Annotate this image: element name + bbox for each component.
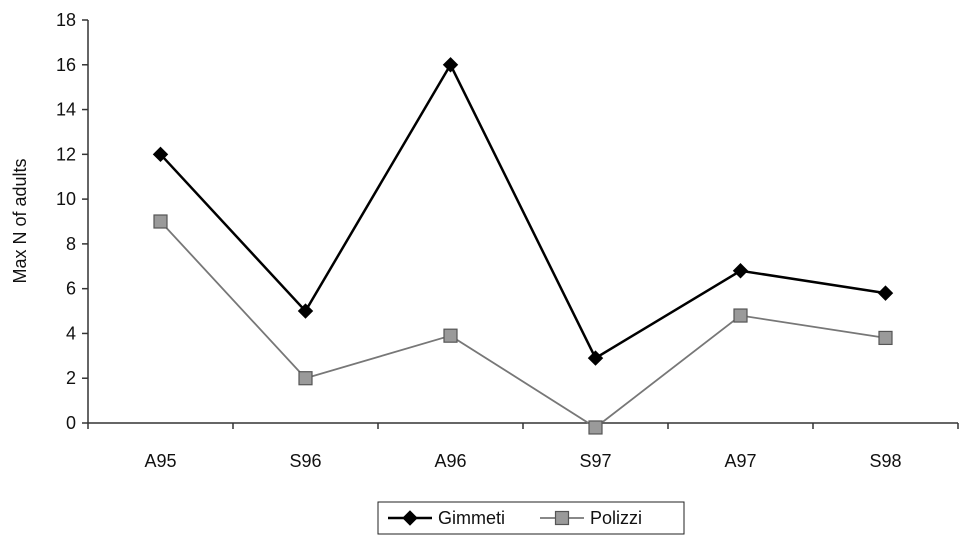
data-point-gimmeti xyxy=(732,263,749,279)
y-tick-label: 16 xyxy=(56,55,76,75)
series-polizzi xyxy=(153,214,893,435)
x-tick-label: A95 xyxy=(144,451,176,471)
data-point-gimmeti xyxy=(297,303,314,319)
legend-label-polizzi: Polizzi xyxy=(590,508,642,528)
series-layer xyxy=(152,57,894,435)
y-tick-label: 0 xyxy=(66,413,76,433)
data-point-polizzi xyxy=(153,214,168,229)
x-ticks: A95 S96 A96 S97 A97 S98 xyxy=(87,423,959,471)
data-point-polizzi xyxy=(443,328,458,343)
y-tick-label: 10 xyxy=(56,189,76,209)
data-point-polizzi xyxy=(878,330,893,346)
y-axis-title: Max N of adults xyxy=(10,158,30,283)
data-point-polizzi xyxy=(733,308,748,323)
data-point-gimmeti xyxy=(442,57,459,73)
x-tick-label: S97 xyxy=(579,451,611,471)
data-point-gimmeti xyxy=(587,350,604,366)
y-tick-label: 12 xyxy=(56,144,76,164)
legend-item-polizzi: Polizzi xyxy=(540,508,642,528)
y-tick-label: 14 xyxy=(56,100,76,120)
x-tick-label: S96 xyxy=(289,451,321,471)
series-gimmeti xyxy=(152,57,894,366)
y-tick-label: 6 xyxy=(66,279,76,299)
legend-item-gimmeti: Gimmeti xyxy=(388,508,505,528)
y-tick-label: 18 xyxy=(56,10,76,30)
series-line-polizzi xyxy=(159,220,886,429)
data-point-gimmeti xyxy=(152,146,169,163)
y-ticks: 0 2 4 6 8 10 12 14 16 18 xyxy=(56,10,88,433)
x-tick-label: S98 xyxy=(869,451,901,471)
y-tick-label: 4 xyxy=(66,323,76,343)
y-tick-label: 2 xyxy=(66,368,76,388)
legend: Gimmeti Polizzi xyxy=(377,501,685,535)
axes xyxy=(87,20,958,424)
x-tick-label: A97 xyxy=(724,451,756,471)
legend-items: Gimmeti Polizzi xyxy=(388,508,642,528)
series-line-gimmeti xyxy=(159,62,886,360)
x-tick-label: A96 xyxy=(434,451,466,471)
data-point-polizzi xyxy=(588,420,603,435)
data-point-polizzi xyxy=(298,371,313,386)
data-point-gimmeti xyxy=(877,285,894,301)
legend-marker-gimmeti xyxy=(402,510,418,526)
legend-label-gimmeti: Gimmeti xyxy=(438,508,505,528)
y-tick-label: 8 xyxy=(66,234,76,254)
legend-marker-polizzi xyxy=(554,510,570,526)
